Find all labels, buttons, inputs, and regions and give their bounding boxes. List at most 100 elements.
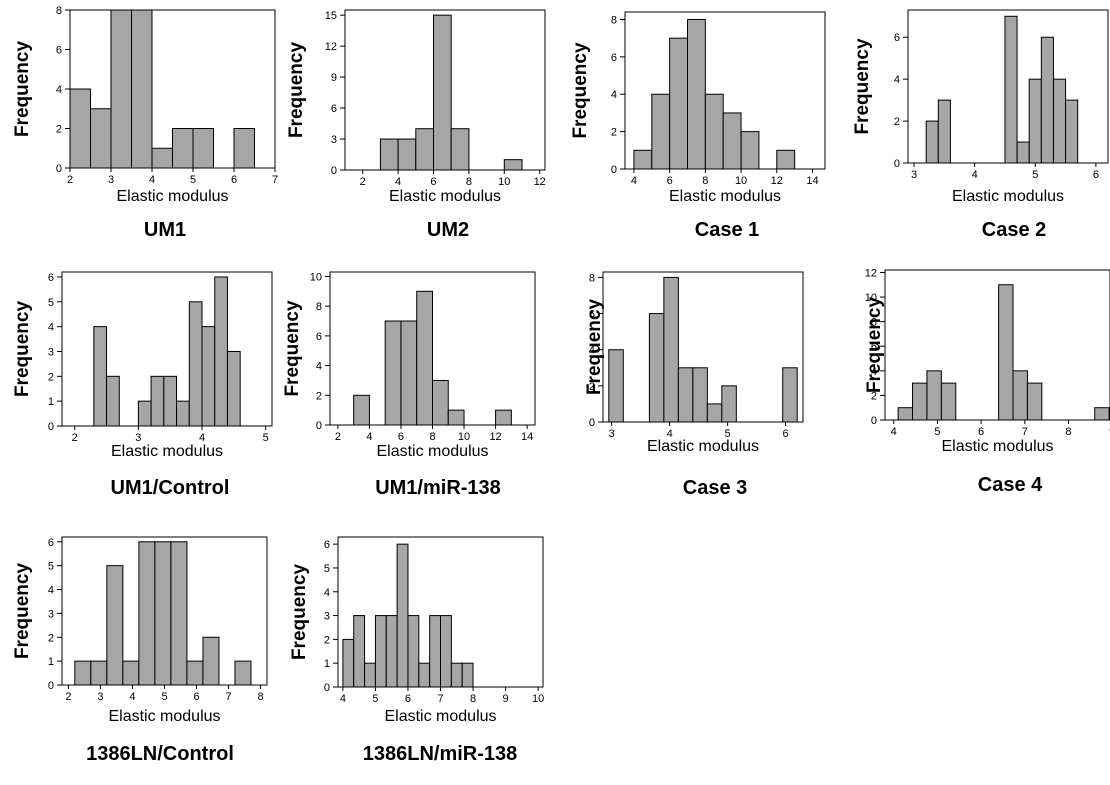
x-tick-label: 10 [735, 175, 747, 187]
histogram-bar [782, 367, 798, 423]
panel-title: UM1 [143, 219, 187, 241]
x-tick-label: 3 [609, 428, 615, 440]
histogram-bar [233, 128, 255, 169]
x-tick-label: 8 [1065, 426, 1071, 438]
y-tick-label: 4 [324, 587, 330, 599]
histogram-panel: 024681012456789FrequencyElastic modulus [864, 267, 1110, 455]
x-axis-label: Elastic modulus [108, 708, 220, 725]
y-tick-label: 8 [56, 5, 62, 17]
x-tick-label: 12 [489, 431, 501, 443]
histogram-bar [176, 400, 190, 427]
panel-title: Case 2 [981, 219, 1047, 241]
x-tick-label: 6 [398, 431, 404, 443]
histogram-bar [912, 382, 928, 421]
y-axis-label: Frequency [584, 299, 605, 396]
histogram-bar [396, 543, 409, 688]
y-tick-label: 8 [316, 301, 322, 313]
y-tick-label: 6 [871, 341, 877, 353]
x-tick-label: 14 [521, 431, 533, 443]
histogram-bar [450, 662, 463, 688]
histogram-bar [150, 375, 165, 427]
histogram-bar [447, 409, 465, 426]
histogram-bar [122, 660, 140, 686]
y-tick-label: 3 [331, 134, 337, 146]
histogram-bar [151, 147, 173, 169]
x-tick-label: 9 [503, 693, 509, 705]
histogram-bar [93, 326, 108, 427]
y-axis-label: Frequency [12, 41, 33, 138]
x-tick-label: 3 [97, 691, 103, 703]
y-tick-label: 6 [331, 103, 337, 115]
y-tick-label: 6 [48, 537, 54, 549]
x-axis-label: Elastic modulus [952, 188, 1064, 205]
y-tick-label: 0 [324, 682, 330, 694]
x-axis-label: Elastic modulus [116, 188, 228, 205]
histogram-panel: 0 1 2 3 4 5 6 4 5 6 7 8 9 10 Frequency Elastic modulus [289, 536, 544, 725]
histogram-bar [897, 407, 914, 421]
x-axis-label: Elastic modulus [376, 443, 488, 460]
x-tick-label: 5 [934, 426, 940, 438]
x-tick-label: 12 [534, 176, 546, 188]
histogram-bar [776, 149, 796, 170]
histogram-bar [379, 138, 399, 171]
y-tick-label: 3 [324, 611, 330, 623]
histogram-bar [1026, 382, 1043, 421]
y-axis-label: Frequency [852, 38, 873, 135]
histogram-bar [234, 660, 252, 686]
histogram-bar [400, 320, 418, 426]
histogram-bar [432, 14, 452, 171]
x-tick-label: 5 [1032, 169, 1038, 181]
histogram-bar [998, 284, 1014, 421]
x-tick-label: 6 [978, 426, 984, 438]
y-tick-label: 4 [894, 74, 900, 86]
x-tick-label: 8 [470, 693, 476, 705]
histogram-bar [69, 88, 91, 169]
y-tick-label: 8 [611, 14, 617, 26]
histogram-bar [74, 660, 92, 686]
y-tick-label: 10 [865, 292, 877, 304]
y-tick-label: 5 [48, 297, 54, 309]
y-tick-label: 4 [871, 366, 877, 378]
histogram-bar [342, 638, 355, 688]
x-tick-label: 3 [911, 169, 917, 181]
y-tick-label: 1 [48, 396, 54, 408]
x-tick-label: 4 [129, 691, 135, 703]
y-tick-label: 2 [871, 390, 877, 402]
y-tick-label: 4 [611, 89, 617, 101]
y-tick-label: 4 [316, 361, 322, 373]
histogram-bar [186, 660, 204, 686]
histogram-bar [415, 128, 434, 171]
histogram-bar [106, 375, 120, 427]
histogram-bar [432, 379, 449, 426]
x-tick-label: 10 [498, 176, 510, 188]
x-tick-label: 6 [430, 176, 436, 188]
x-tick-label: 6 [1093, 169, 1099, 181]
y-tick-label: 0 [589, 417, 595, 429]
histogram-bar [214, 276, 228, 427]
x-tick-label: 10 [532, 693, 544, 705]
x-tick-label: 5 [725, 428, 731, 440]
y-tick-label: 9 [331, 72, 337, 84]
histogram-bar [633, 149, 653, 170]
histogram-bar [353, 394, 370, 426]
y-tick-label: 8 [589, 272, 595, 284]
histogram-bar [131, 9, 153, 169]
histogram-bar [937, 99, 951, 164]
histogram-panel: 0 1 2 3 4 5 6 2 3 4 5 Frequency Elastic modulus [12, 271, 273, 460]
x-tick-label: 6 [405, 693, 411, 705]
x-tick-label: 3 [108, 174, 114, 186]
y-tick-label: 2 [48, 632, 54, 644]
histogram-panel: 0 2 4 6 3 4 5 6 Frequency Elastic modulus [852, 9, 1109, 205]
y-tick-label: 0 [56, 163, 62, 175]
x-tick-label: 2 [335, 431, 341, 443]
x-axis-label: Elastic modulus [384, 708, 496, 725]
histogram-bar [1094, 407, 1110, 421]
x-tick-label: 8 [258, 691, 264, 703]
y-tick-label: 6 [589, 309, 595, 321]
x-tick-label: 3 [135, 432, 141, 444]
panel-title: UM1/Control [110, 477, 230, 499]
y-tick-label: 4 [48, 585, 54, 597]
y-axis-label: Frequency [864, 297, 885, 394]
